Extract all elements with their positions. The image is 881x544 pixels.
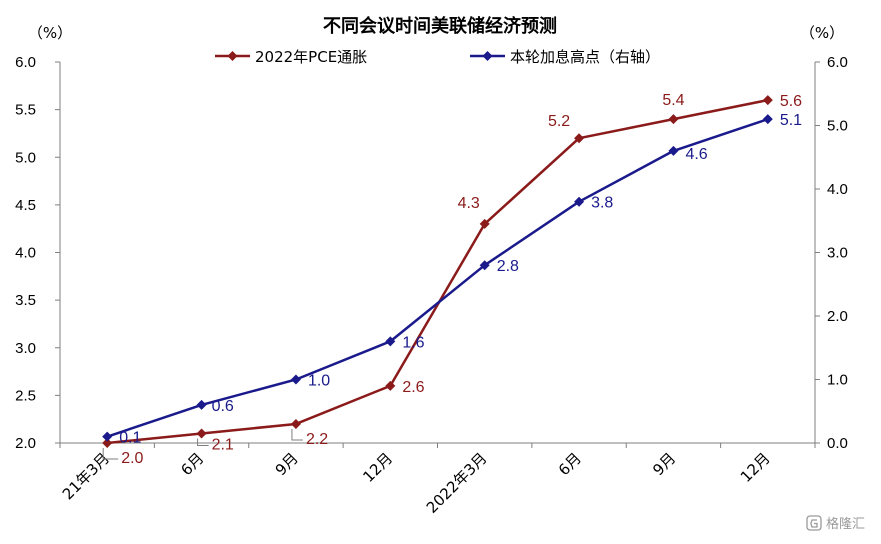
right-axis-unit: （%） bbox=[800, 24, 844, 42]
x-tick-label: 6月 bbox=[555, 449, 585, 479]
pce-marker bbox=[479, 218, 490, 229]
pce-data-label: 5.4 bbox=[662, 92, 684, 109]
legend-rate-label: 本轮加息高点（右轴） bbox=[510, 48, 660, 66]
label-leaders bbox=[102, 428, 303, 460]
rate-marker bbox=[574, 196, 585, 207]
pce-data-label: 4.3 bbox=[458, 195, 480, 212]
left-axis-unit: （%） bbox=[28, 24, 72, 42]
rate-data-label: 3.8 bbox=[591, 195, 613, 212]
pce-marker bbox=[668, 114, 679, 125]
rate-marker bbox=[102, 431, 113, 442]
rate-data-label: 4.6 bbox=[685, 146, 707, 163]
x-tick-label: 6月 bbox=[177, 449, 207, 479]
x-axis-labels: 21年3月 6月 9月 12月 2022年3月 6月 9月 12月 bbox=[59, 443, 816, 517]
g-logo-icon bbox=[806, 515, 822, 531]
legend-item-pce: 2022年PCE通胀 bbox=[215, 48, 367, 66]
rate-data-label: 2.8 bbox=[497, 258, 519, 275]
watermark-text: 格隆汇 bbox=[826, 516, 865, 532]
left-tick-label: 6.0 bbox=[15, 54, 36, 71]
pce-data-label: 2.0 bbox=[121, 450, 143, 467]
series-line-rate bbox=[106, 117, 769, 438]
pce-marker bbox=[196, 428, 207, 439]
pce-data-label: 5.2 bbox=[548, 113, 570, 130]
pce-data-label: 2.1 bbox=[212, 436, 234, 453]
x-tick-label: 9月 bbox=[649, 449, 679, 479]
legend-pce-label: 2022年PCE通胀 bbox=[255, 48, 367, 66]
left-tick-label: 4.0 bbox=[15, 245, 36, 262]
rate-marker bbox=[290, 374, 301, 385]
right-tick-label: 0.0 bbox=[827, 435, 848, 452]
right-tick-label: 1.0 bbox=[827, 372, 848, 389]
legend: 2022年PCE通胀 本轮加息高点（右轴） bbox=[215, 48, 660, 66]
left-tick-label: 4.5 bbox=[15, 197, 36, 214]
rate-marker bbox=[479, 260, 490, 271]
rate-marker bbox=[762, 114, 773, 125]
x-tick-label: 9月 bbox=[272, 449, 302, 479]
x-tick-label: 12月 bbox=[359, 449, 396, 486]
right-tick-label: 6.0 bbox=[827, 54, 848, 71]
pce-label-leader bbox=[291, 428, 303, 441]
left-tick-label: 3.0 bbox=[15, 340, 36, 357]
x-tick-label: 21年3月 bbox=[59, 449, 113, 503]
right-tick-label: 4.0 bbox=[827, 181, 848, 198]
rate-data-label: 1.0 bbox=[308, 373, 330, 390]
pce-label-leader bbox=[197, 438, 209, 446]
right-tick-label: 2.0 bbox=[827, 308, 848, 325]
rate-data-label: 5.1 bbox=[780, 112, 802, 129]
left-tick-label: 2.0 bbox=[15, 435, 36, 452]
rate-data-label: 0.1 bbox=[119, 430, 141, 447]
axes bbox=[59, 62, 816, 444]
left-tick-label: 2.5 bbox=[15, 387, 36, 404]
left-axis-ticks: 2.0 2.5 3.0 3.5 4.0 4.5 5.0 5.5 6.0 bbox=[15, 54, 60, 452]
right-tick-label: 5.0 bbox=[827, 118, 848, 135]
pce-marker bbox=[290, 418, 301, 429]
rate-data-label: 1.6 bbox=[402, 334, 424, 351]
pce-marker bbox=[574, 133, 585, 144]
right-tick-label: 3.0 bbox=[827, 245, 848, 262]
pce-data-label: 5.6 bbox=[780, 93, 802, 110]
pce-marker bbox=[762, 95, 773, 106]
left-tick-label: 3.5 bbox=[15, 292, 36, 309]
x-tick-label: 2022年3月 bbox=[423, 449, 491, 517]
left-tick-label: 5.0 bbox=[15, 149, 36, 166]
rate-marker bbox=[385, 336, 396, 347]
pce-label-leader bbox=[102, 448, 119, 460]
legend-rate-marker bbox=[482, 51, 493, 61]
legend-item-rate: 本轮加息高点（右轴） bbox=[470, 48, 660, 66]
right-axis-ticks: 0.0 1.0 2.0 3.0 4.0 5.0 6.0 bbox=[815, 54, 848, 452]
series-lines bbox=[106, 98, 769, 445]
series-line-pce bbox=[107, 98, 769, 445]
watermark: 格隆汇 bbox=[806, 515, 865, 532]
legend-pce-marker bbox=[227, 51, 238, 61]
data-labels: 2.0 2.1 2.2 2.6 4.3 5.2 5.4 5.6 0.1 0.6 1.0 1.6 2.8 3… bbox=[119, 92, 802, 467]
series-markers bbox=[102, 95, 773, 448]
x-tick-label: 12月 bbox=[737, 449, 774, 486]
left-tick-label: 5.5 bbox=[15, 102, 36, 119]
rate-marker bbox=[196, 399, 207, 410]
pce-marker bbox=[385, 380, 396, 391]
pce-marker bbox=[102, 438, 113, 448]
rate-marker bbox=[668, 145, 679, 156]
pce-data-label: 2.2 bbox=[306, 431, 328, 448]
rate-data-label: 0.6 bbox=[212, 398, 234, 415]
pce-data-label: 2.6 bbox=[402, 379, 424, 396]
chart-title: 不同会议时间美联储经济预测 bbox=[323, 15, 557, 37]
